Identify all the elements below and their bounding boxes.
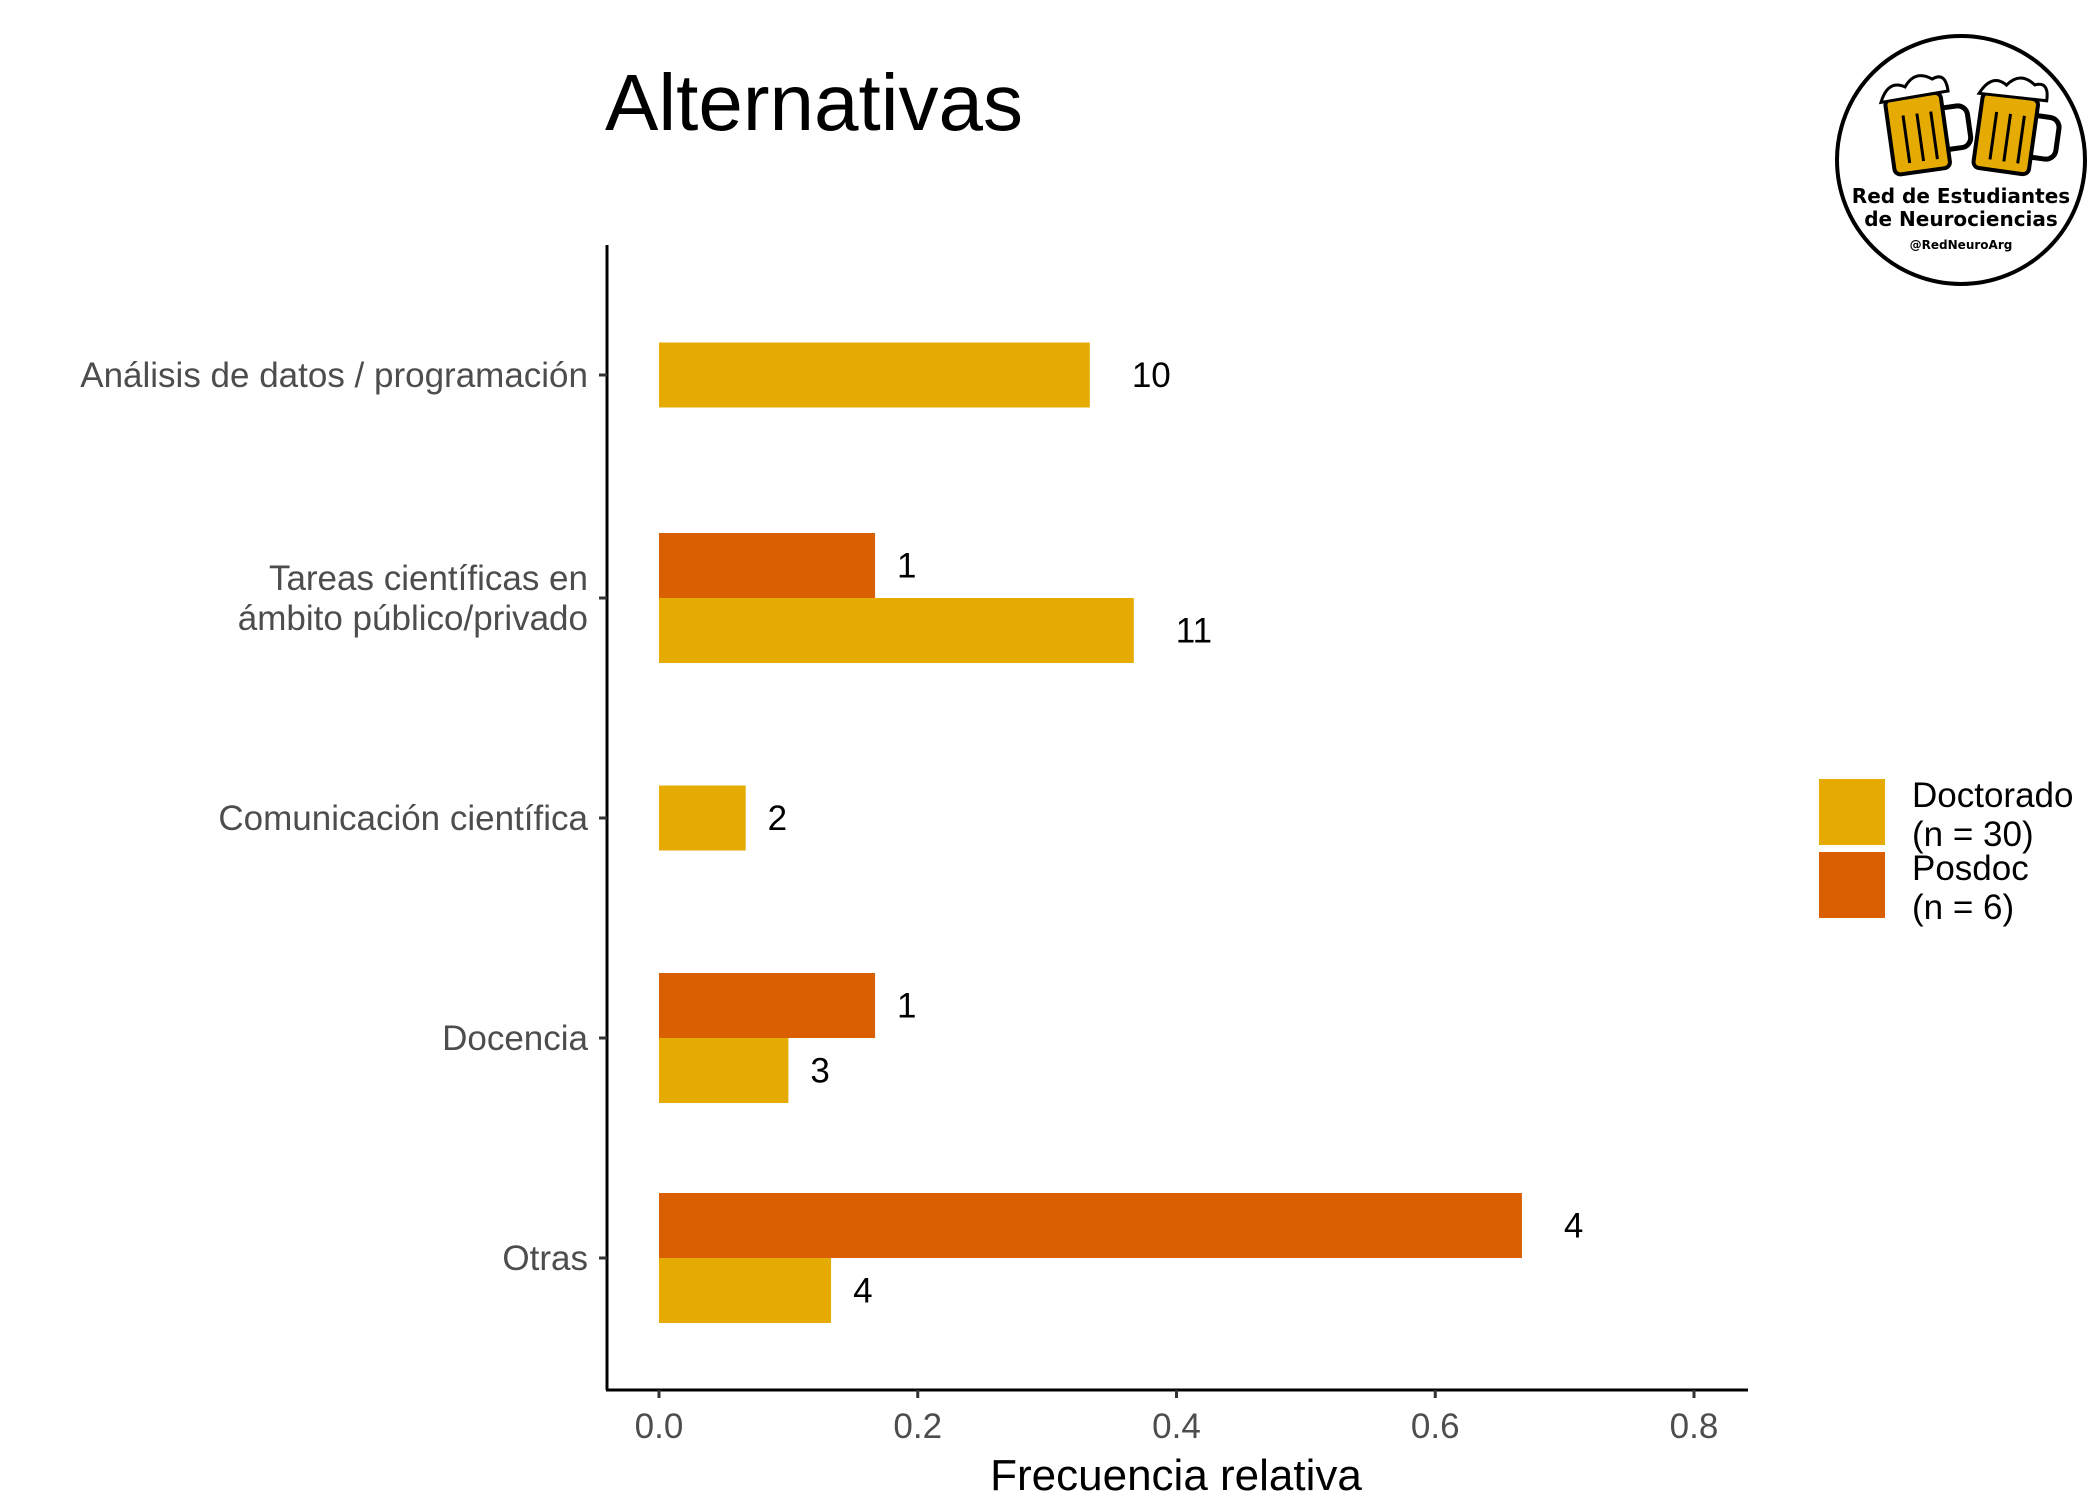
logo-text-line2: de Neurociencias <box>1864 207 2058 231</box>
legend-label: Doctorado <box>1912 776 2073 815</box>
data-label: 11 <box>1176 612 1212 651</box>
x-axis: 0.0 0.2 0.4 0.6 0.8 <box>635 1390 1719 1446</box>
data-label: 3 <box>810 1052 829 1091</box>
bar <box>659 342 1090 408</box>
data-label: 10 <box>1132 356 1171 395</box>
y-tick-label: Docencia <box>442 1019 588 1058</box>
bar <box>659 598 1134 663</box>
logo-handle: @RedNeuroArg <box>1910 238 2013 252</box>
bar <box>659 1193 1522 1258</box>
bar <box>659 533 876 598</box>
legend-key <box>1819 852 1885 918</box>
bar <box>659 1258 832 1323</box>
x-tick-label: 0.6 <box>1411 1407 1460 1446</box>
logo: Red de Estudiantes de Neurociencias @Red… <box>1835 34 2087 286</box>
bars-layer <box>659 342 1522 1323</box>
legend-label: (n = 6) <box>1912 888 2014 927</box>
legend-key <box>1819 779 1885 845</box>
chart-title: Alternativas <box>605 58 1023 147</box>
legend: Doctorado(n = 30)Posdoc(n = 6) <box>1819 776 2073 927</box>
bar <box>659 973 876 1038</box>
y-tick-label: Otras <box>502 1239 588 1278</box>
bar <box>659 785 746 851</box>
x-tick-label: 0.8 <box>1670 1407 1719 1446</box>
x-tick-label: 0.2 <box>893 1407 942 1446</box>
bar <box>659 1038 789 1103</box>
data-label: 4 <box>853 1272 872 1311</box>
data-label: 1 <box>897 987 916 1026</box>
x-tick-label: 0.4 <box>1152 1407 1201 1446</box>
data-label: 1 <box>897 547 916 586</box>
y-tick-label: Tareas científicas en <box>269 559 588 598</box>
legend-label: Posdoc <box>1912 849 2029 888</box>
y-axis: Análisis de datos / programación Tareas c… <box>80 356 607 1278</box>
beer-mugs-icon <box>1878 74 2062 177</box>
x-tick-label: 0.0 <box>635 1407 684 1446</box>
y-tick-label: ámbito público/privado <box>238 599 588 638</box>
data-label: 2 <box>768 799 787 838</box>
y-tick-label: Análisis de datos / programación <box>80 356 588 395</box>
y-tick-label: Comunicación científica <box>218 799 588 838</box>
logo-text-line1: Red de Estudiantes <box>1852 184 2070 208</box>
data-label: 4 <box>1564 1207 1583 1246</box>
legend-label: (n = 30) <box>1912 815 2034 854</box>
x-axis-label: Frecuencia relativa <box>990 1451 1362 1500</box>
